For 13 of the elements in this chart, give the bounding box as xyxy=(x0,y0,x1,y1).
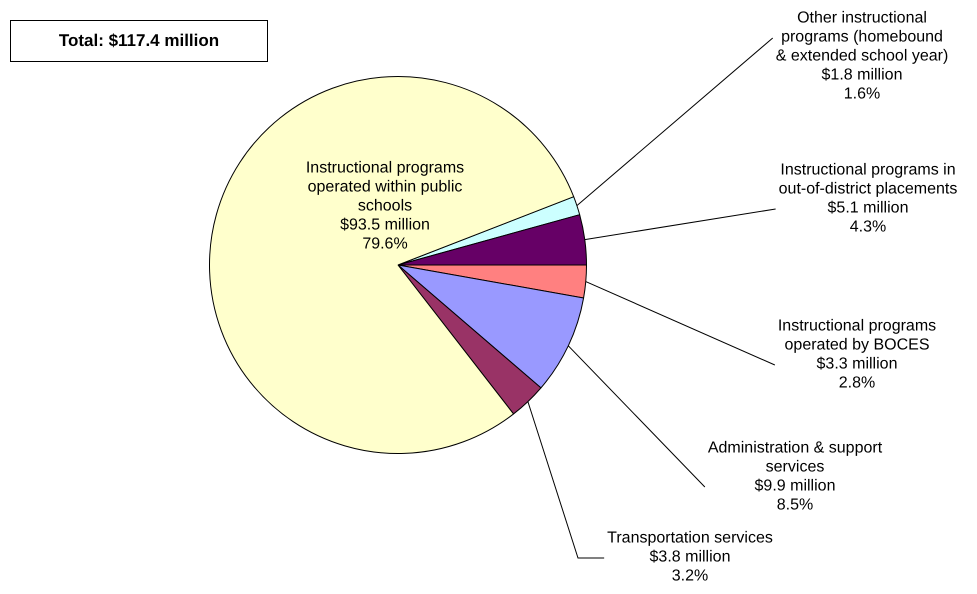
slice-label: Other instructional programs (homebound & extended school year) xyxy=(776,9,948,64)
data-label: $9.9 million 8.5% xyxy=(754,477,836,514)
slice-label: Instructional programs operated by BOCES xyxy=(778,317,936,354)
slice-label: Transportation services xyxy=(607,529,773,546)
slice-label: Instructional programs operated within public schools xyxy=(306,159,464,214)
data-label: $1.8 million 1.6% xyxy=(822,66,902,102)
data-label: $5.1 million 4.3% xyxy=(828,199,908,236)
data-label: $3.8 million 3.2% xyxy=(650,548,730,584)
slice-label: Administration & support services xyxy=(708,439,883,476)
data-label: $3.3 million 2.8% xyxy=(816,355,898,392)
text: Total: $117.4 million xyxy=(10,20,268,62)
data-label: $93.5 million 79.6% xyxy=(340,216,430,252)
slice-label: Instructional programs in out-of-district placements xyxy=(778,161,958,198)
